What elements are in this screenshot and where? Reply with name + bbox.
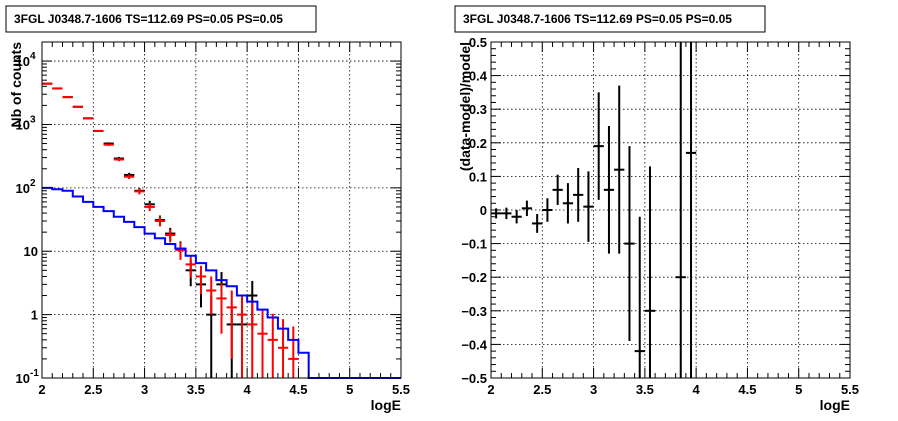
- right-xtick-label: 2: [487, 382, 494, 397]
- right-ytick-label: −0.3: [461, 304, 487, 319]
- right-xtick-label: 4: [693, 382, 701, 397]
- left-ytick-label: 10: [16, 181, 30, 196]
- left-x-axis-label: logE: [371, 397, 401, 413]
- left-xtick-label: 2.5: [84, 382, 102, 397]
- left-model-step-line: [42, 186, 401, 379]
- right-ytick-label: −0.2: [461, 270, 487, 285]
- left-plot-frame: [41, 41, 402, 379]
- left-title-box: [5, 5, 317, 33]
- left-chart-title: 3FGL J0348.7-1606 TS=112.69 PS=0.05 PS=0…: [14, 12, 283, 26]
- left-ytick-exponent: 4: [30, 51, 36, 62]
- left-grid: [42, 42, 401, 378]
- left-ytick-label: 1: [31, 308, 38, 323]
- right-ytick-label: −0.4: [461, 337, 487, 352]
- right-x-axis-label: logE: [820, 397, 850, 413]
- right-ytick-label: 0.2: [469, 136, 487, 151]
- left-xtick-label: 3: [141, 382, 148, 397]
- right-ytick-label: 0.3: [469, 102, 487, 117]
- right-title-box: [454, 5, 766, 33]
- left-ytick-label: 10: [16, 371, 30, 386]
- right-ytick-label: −0.5: [461, 371, 487, 386]
- left-ytick-label: 10: [16, 54, 30, 69]
- right-ytick-label: 0.1: [469, 169, 487, 184]
- left-xtick-label: 4: [244, 382, 252, 397]
- right-chart-title: 3FGL J0348.7-1606 TS=112.69 PS=0.05 PS=0…: [463, 12, 732, 26]
- right-marks: [491, 42, 697, 378]
- left-ytick-exponent: 3: [30, 114, 36, 125]
- right-ytick-label: 0: [480, 203, 487, 218]
- left-marks: [42, 82, 401, 379]
- right-ticks: 2 2.5 3 3.5 4 4.5 5 5.5 −0.5 −0.4 −0.3 −0.2 −0.1 0 0.1…: [461, 35, 859, 397]
- left-ytick-exponent: -1: [30, 368, 39, 379]
- right-xtick-label: 5.5: [841, 382, 859, 397]
- right-xtick-label: 3.5: [636, 382, 654, 397]
- left-xtick-label: 5: [346, 382, 353, 397]
- right-xtick-label: 2.5: [533, 382, 551, 397]
- right-xtick-label: 5: [795, 382, 802, 397]
- right-ytick-label: 0.5: [469, 35, 487, 50]
- left-xtick-label: 3.5: [187, 382, 205, 397]
- left-xtick-label: 5.5: [392, 382, 410, 397]
- right-y-axis-label: (data-model)/model: [457, 42, 473, 171]
- right-panel: 3FGL J0348.7-1606 TS=112.69 PS=0.05 PS=0…: [454, 5, 859, 413]
- left-ytick-exponent: 2: [30, 178, 36, 189]
- left-y-axis-label: Nb of counts: [8, 42, 24, 128]
- left-ytick-label: 10: [24, 244, 38, 259]
- left-xtick-label: 2: [38, 382, 45, 397]
- left-xtick-label: 4.5: [289, 382, 307, 397]
- left-ytick-label: 10: [16, 117, 30, 132]
- right-ytick-label: −0.1: [461, 237, 487, 252]
- left-panel: 3FGL J0348.7-1606 TS=112.69 PS=0.05 PS=0…: [5, 5, 410, 413]
- right-xtick-label: 4.5: [738, 382, 756, 397]
- right-ytick-label: 0.4: [469, 69, 488, 84]
- right-xtick-label: 3: [590, 382, 597, 397]
